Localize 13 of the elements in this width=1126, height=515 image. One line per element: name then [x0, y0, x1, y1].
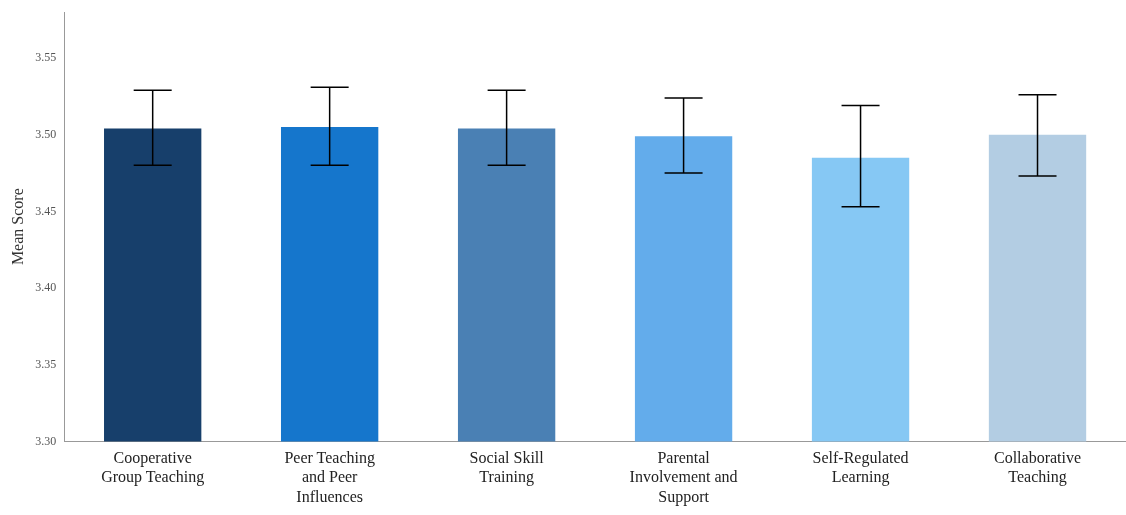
x-tick-label: Cooperative Group Teaching: [101, 449, 205, 487]
x-tick-label: Parental Involvement and Support: [629, 449, 738, 506]
y-tick-label: 3.50: [35, 126, 57, 141]
y-tick-label: 3.30: [35, 433, 57, 448]
y-tick-label: 3.40: [35, 280, 57, 295]
x-tick-label: Self-Regulated Learning: [812, 449, 909, 487]
y-tick-label: 3.55: [35, 50, 57, 65]
x-tick-label: Social Skill Training: [469, 449, 545, 487]
x-tick-label: Peer Teaching and Peer Influences: [284, 449, 375, 505]
y-axis-title: Mean Score: [8, 188, 26, 266]
y-tick-label: 3.45: [35, 203, 57, 218]
y-tick-label: 3.35: [35, 356, 57, 371]
x-tick-label: Collaborative Teaching: [993, 449, 1082, 487]
